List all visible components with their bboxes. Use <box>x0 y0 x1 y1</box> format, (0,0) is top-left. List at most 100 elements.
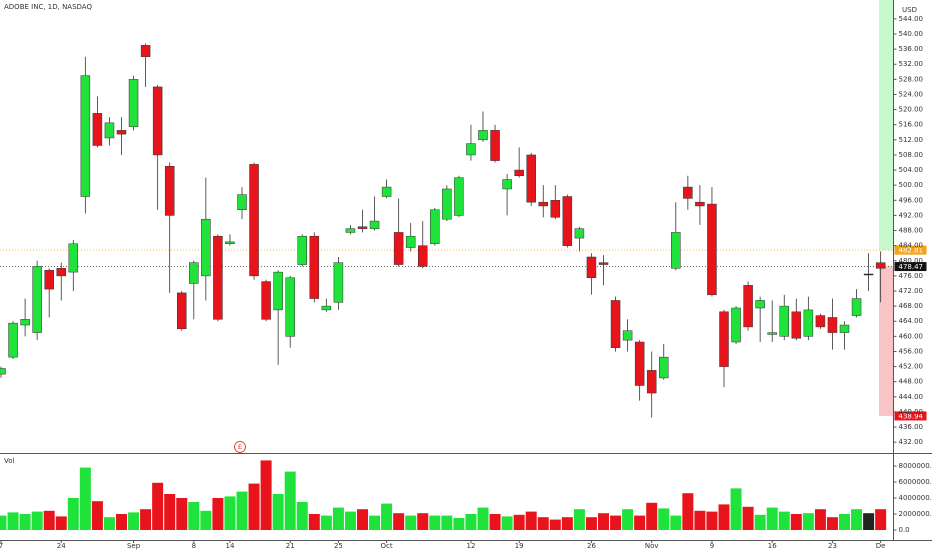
volume-bar <box>694 510 706 530</box>
volume-bar <box>598 513 609 530</box>
candle-body <box>261 281 271 320</box>
candle <box>261 279 271 322</box>
candle-body <box>755 300 765 309</box>
y-tick-label: 448.00 <box>899 378 924 386</box>
volume-bar <box>585 517 597 530</box>
volume-bar <box>176 498 188 530</box>
candle-body <box>237 194 247 210</box>
candle-body <box>309 235 320 299</box>
y-tick-label: 452.00 <box>899 363 924 371</box>
volume-bar <box>308 514 320 530</box>
volume-bar <box>839 514 850 530</box>
candle-body <box>285 277 295 337</box>
candle <box>321 298 332 312</box>
y-tick-label: 440.00 <box>899 408 924 416</box>
volume-bar <box>260 460 272 530</box>
candle-body <box>466 143 476 156</box>
y-tick-label: 468.00 <box>899 302 924 310</box>
volume-bar <box>826 517 838 530</box>
volume-tick-label: 2000000.0 <box>899 510 932 518</box>
volume-bar <box>116 514 127 530</box>
candle <box>249 162 259 280</box>
candle-body <box>767 332 777 335</box>
candle <box>538 185 548 218</box>
candle-body <box>225 241 235 245</box>
candle-body <box>875 262 886 269</box>
candle <box>152 85 163 210</box>
candle <box>32 260 42 341</box>
candle <box>285 275 295 348</box>
volume-bar <box>682 493 694 530</box>
volume-tick-label: 4000000.0 <box>899 494 932 502</box>
volume-bar <box>79 467 91 530</box>
candle-body <box>116 130 127 135</box>
volume-tick-label: 8000000.0 <box>899 462 932 470</box>
candle <box>8 321 18 360</box>
volume-bar <box>128 512 140 530</box>
chart-title: ADOBE INC, 1D, NASDAQ <box>4 3 92 11</box>
y-tick-label: 508.00 <box>899 151 924 159</box>
candle-body <box>827 317 838 333</box>
candle <box>815 313 826 329</box>
volume-bar <box>802 513 814 530</box>
candle <box>514 147 524 178</box>
candle-body <box>20 319 30 326</box>
candle <box>671 202 681 271</box>
candle <box>309 232 320 303</box>
volume-bar <box>489 514 501 530</box>
candle-body <box>442 188 452 220</box>
candle-body <box>586 256 597 279</box>
candle <box>68 239 79 292</box>
volume-bar <box>477 507 489 530</box>
volume-label: Vol <box>4 457 15 465</box>
volume-bar <box>537 517 549 530</box>
candle-body <box>418 245 428 267</box>
range-down <box>879 266 893 416</box>
candle-body <box>478 130 488 141</box>
y-tick-label: 500.00 <box>899 181 924 189</box>
x-tick-label: 21 <box>286 542 295 550</box>
x-tick-label: 16 <box>768 542 777 550</box>
candle <box>719 309 729 388</box>
candle-body <box>502 179 512 190</box>
candle-body <box>0 368 6 375</box>
candle <box>634 340 645 401</box>
volume-bar <box>55 516 67 530</box>
candle <box>767 300 777 343</box>
candle-body <box>454 177 464 216</box>
volume-bar <box>513 514 525 530</box>
candle <box>430 207 440 246</box>
candle <box>863 253 874 292</box>
volume-bar <box>730 488 742 530</box>
volume-bar <box>320 515 332 530</box>
volume-bar <box>501 516 513 530</box>
price-tag-label: 482.81 <box>899 247 924 255</box>
candle <box>20 298 30 337</box>
candle <box>646 351 657 418</box>
candle-body <box>333 262 344 303</box>
volume-bar <box>417 513 429 530</box>
candle <box>478 111 488 142</box>
candle <box>345 224 356 235</box>
x-tick-label: 8 <box>192 542 196 550</box>
x-tick-label: Sep <box>127 542 141 550</box>
candle <box>622 319 633 352</box>
volume-bar <box>91 501 103 530</box>
candle-body <box>490 130 500 161</box>
earnings-marker[interactable] <box>234 441 246 453</box>
candle <box>707 187 717 297</box>
volume-bar <box>31 511 43 530</box>
y-tick-label: 532.00 <box>899 60 924 68</box>
candle <box>357 209 368 233</box>
candle <box>333 256 344 310</box>
volume-bar <box>646 502 658 530</box>
candle-body <box>68 243 79 273</box>
candle <box>695 185 705 225</box>
y-tick-label: 536.00 <box>899 45 924 53</box>
volume-bar <box>441 515 453 530</box>
candle <box>683 175 693 210</box>
volume-bar <box>103 517 115 530</box>
volume-bar <box>766 507 778 530</box>
candle <box>116 117 127 155</box>
